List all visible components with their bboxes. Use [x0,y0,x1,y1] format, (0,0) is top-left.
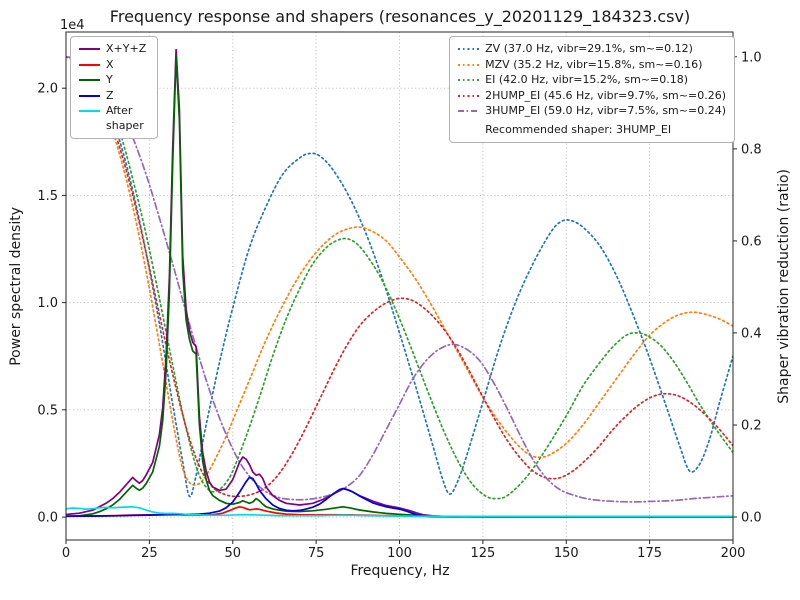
y-tick-label-right: 1.0 [741,50,762,65]
legend-item: 2HUMP_EI (45.6 Hz, vibr=9.7%, sm~=0.26) [458,89,726,104]
series-ei [66,55,733,500]
legend-line-sample [79,79,100,82]
y-tick-label-left: 0.0 [37,511,58,526]
legend-item: EI (42.0 Hz, vibr=15.2%, sm~=0.18) [458,73,726,88]
y-tick-label-left: 1.5 [37,189,58,204]
legend-line-sample [458,48,480,50]
series-2hump-ei [66,55,733,498]
legend-psd: X+Y+Z X Y Z After shaper [70,36,158,140]
y-tick-label-left: 1.0 [37,296,58,311]
legend-item: Y [79,73,149,88]
x-tick-label: 75 [308,546,325,561]
series-mzv [66,55,733,486]
legend-label: ZV (37.0 Hz, vibr=29.1%, sm~=0.12) [485,42,693,55]
x-axis-label: Frequency, Hz [350,563,450,579]
x-tick-label: 125 [470,546,495,561]
y-tick-label-left: 0.5 [37,403,58,418]
legend-item: After shaper [79,104,149,133]
y-tick-label-right: 0.2 [741,419,762,434]
y-tick-label-right: 0.6 [741,234,762,249]
legend-label: Y [106,73,113,87]
x-tick-label: 175 [637,546,662,561]
legend-line-sample [458,110,480,113]
legend-item: 3HUMP_EI (59.0 Hz, vibr=7.5%, sm~=0.24) [458,104,726,119]
legend-item: MZV (35.2 Hz, vibr=15.8%, sm~=0.16) [458,58,726,73]
series-x-y-z [66,48,733,518]
x-tick-label: 100 [387,546,412,561]
y-tick-label-right: 0.0 [741,511,762,526]
y-axis-offset-text: 1e4 [60,18,85,33]
legend-line-sample [458,94,480,97]
legend-item: X [79,58,149,73]
recommended-shaper-note: Recommended shaper: 3HUMP_EI [485,122,672,136]
legend-label: X+Y+Z [106,42,147,55]
legend-item: X+Y+Z [79,42,149,57]
legend-label: Z [106,88,114,102]
x-tick-label: 200 [721,546,746,561]
x-tick-label: 150 [554,546,579,561]
legend-line-sample [79,63,100,66]
x-tick-label: 25 [141,546,158,561]
legend-line-sample [79,94,100,97]
y-tick-label-left: 2.0 [37,82,58,97]
legend-label: X [106,57,114,71]
x-tick-label: 50 [225,546,242,561]
legend-label: 3HUMP_EI (59.0 Hz, vibr=7.5%, sm~=0.24) [485,104,726,118]
series-3hump-ei [66,55,733,503]
legend-line-sample [79,110,100,113]
y-tick-label-right: 0.8 [741,142,762,157]
legend-label: After shaper [106,104,144,132]
legend-line-sample [79,48,100,50]
x-tick-label: 0 [62,546,70,561]
legend-item: ZV (37.0 Hz, vibr=29.1%, sm~=0.12) [458,42,726,57]
legend-label: MZV (35.2 Hz, vibr=15.8%, sm~=0.16) [485,57,703,71]
legend-label: EI (42.0 Hz, vibr=15.2%, sm~=0.18) [485,73,689,87]
y-tick-label-right: 0.4 [741,326,762,341]
chart-title: Frequency response and shapers (resonanc… [109,7,691,26]
series-after-shaper [66,505,733,518]
legend-line-sample [458,63,480,66]
legend-label: 2HUMP_EI (45.6 Hz, vibr=9.7%, sm~=0.26) [485,88,726,102]
series-group [66,48,733,518]
legend-item: Z [79,89,149,104]
legend-line-sample [458,79,480,82]
legend-shapers: ZV (37.0 Hz, vibr=29.1%, sm~=0.12) MZV (3… [449,36,735,144]
series-zv [66,55,733,498]
